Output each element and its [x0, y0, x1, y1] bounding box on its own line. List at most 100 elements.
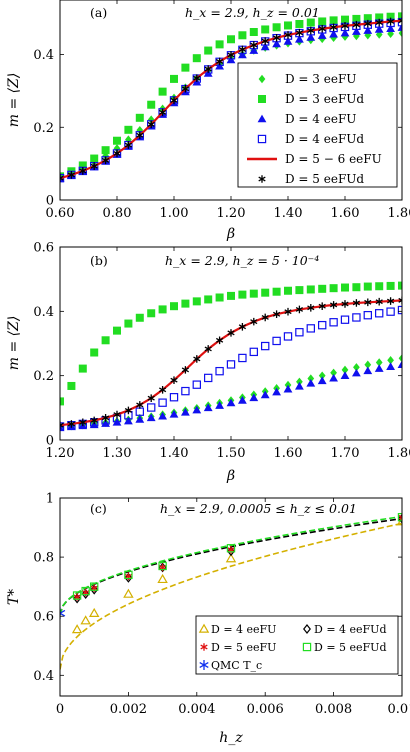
x-tick-label: 0.01: [388, 702, 410, 717]
data-point: [67, 420, 76, 428]
data-point: [181, 84, 190, 93]
panel-b-marks: [60, 281, 402, 432]
data-point: [215, 40, 224, 49]
data-point: [81, 589, 90, 600]
data-point: [80, 615, 91, 625]
data-point: [226, 398, 236, 407]
x-tick-label: 1.40: [160, 446, 189, 461]
series-line: [60, 299, 402, 427]
data-point: [398, 513, 402, 522]
data-point: [158, 386, 167, 394]
data-point: [284, 31, 292, 39]
panel-c-ticks: 0 0.002 0.004 0.006 0.008 0.01 0.4 0.6 0.8 1: [33, 492, 410, 718]
data-point: [238, 396, 247, 404]
legend-label: D = 5 − 6 eeFU: [285, 152, 382, 166]
data-point: [147, 309, 156, 318]
data-point: [363, 14, 372, 23]
x-tick-label: 0.80: [103, 206, 132, 221]
data-point: [238, 353, 247, 363]
x-tick-label: 1.00: [160, 206, 189, 221]
data-point: [375, 13, 384, 22]
panel-a-marks: [60, 12, 402, 183]
data-point: [147, 115, 155, 124]
data-point: [318, 371, 326, 380]
data-point: [89, 582, 99, 591]
data-point: [249, 393, 259, 402]
x-tick-label: 1.20: [46, 446, 75, 461]
data-point: [295, 286, 304, 295]
data-point: [78, 161, 87, 170]
data-point: [318, 284, 327, 293]
data-point: [238, 45, 247, 54]
legend-key: [257, 134, 267, 144]
legend-label: D = 5 eeFUd: [285, 172, 364, 186]
data-point: [158, 305, 167, 314]
data-point: [60, 174, 65, 182]
data-point: [272, 387, 281, 396]
data-point: [227, 51, 235, 59]
data-point: [398, 28, 402, 38]
data-point: [158, 87, 167, 96]
data-point: [374, 364, 384, 372]
data-point: [375, 309, 384, 318]
data-point: [353, 363, 360, 372]
data-point: [352, 299, 361, 307]
data-point: [249, 347, 258, 357]
panel-a-tag: (a): [90, 5, 107, 20]
data-point: [181, 63, 190, 72]
data-point: [226, 360, 236, 369]
data-point: [317, 376, 327, 385]
legend-label: QMC T_c: [211, 659, 262, 672]
data-point: [306, 378, 316, 387]
data-point: [261, 341, 270, 351]
legend-key: [200, 643, 208, 651]
data-point: [340, 315, 350, 324]
data-point: [352, 283, 361, 292]
fit-curve: [60, 515, 402, 615]
data-point: [283, 384, 293, 393]
data-point: [136, 125, 144, 135]
legend-label: D = 4 eeFU: [285, 112, 356, 126]
data-point: [90, 348, 99, 357]
data-point: [398, 296, 402, 305]
data-point: [329, 301, 338, 309]
data-point: [227, 329, 235, 337]
data-point: [306, 324, 316, 333]
y-tick-label: 0.4: [33, 48, 54, 63]
data-point: [261, 313, 269, 322]
data-point: [147, 403, 156, 412]
data-point: [225, 553, 237, 563]
panel-c-ylabel: T*: [6, 589, 22, 605]
data-point: [295, 328, 304, 337]
data-point: [375, 358, 383, 367]
data-point: [386, 297, 395, 305]
data-point: [79, 167, 87, 175]
data-point: [398, 281, 402, 290]
panel-c-legend: D = 4 eeFU D = 4 eeFUd D = 5 eeFU D = 5 …: [195, 615, 399, 675]
data-point: [181, 407, 190, 416]
fit-curve: [60, 522, 402, 670]
legend-key: [258, 175, 266, 183]
data-point: [227, 546, 235, 557]
data-point: [341, 15, 349, 24]
data-point: [296, 377, 303, 386]
data-point: [352, 14, 361, 23]
data-point: [158, 411, 167, 420]
data-point: [67, 381, 76, 390]
y-tick-label: 0.4: [33, 305, 54, 320]
y-tick-label: 0.6: [33, 241, 54, 256]
data-point: [158, 561, 167, 571]
x-tick-label: 1.80: [388, 206, 410, 221]
x-tick-label: 1.60: [274, 446, 303, 461]
data-point: [260, 390, 270, 399]
legend-box: [195, 615, 399, 675]
panel-b-frame: [59, 246, 403, 441]
data-point: [113, 136, 121, 145]
legend-key: [199, 660, 209, 670]
data-point: [157, 573, 168, 584]
data-point: [352, 313, 361, 322]
data-point: [329, 284, 338, 293]
data-point: [238, 322, 247, 331]
data-point: [136, 131, 144, 140]
